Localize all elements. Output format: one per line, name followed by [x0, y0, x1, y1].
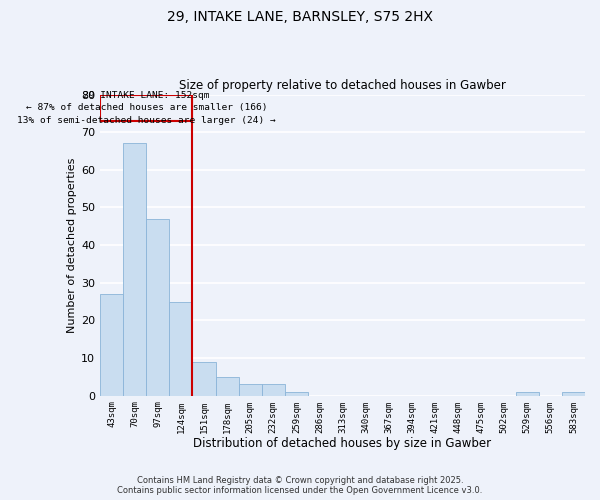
Text: 29 INTAKE LANE: 152sqm
← 87% of detached houses are smaller (166)
13% of semi-de: 29 INTAKE LANE: 152sqm ← 87% of detached… — [17, 90, 275, 124]
Bar — [239, 384, 262, 396]
Title: Size of property relative to detached houses in Gawber: Size of property relative to detached ho… — [179, 79, 506, 92]
Bar — [169, 302, 193, 396]
Bar — [215, 377, 239, 396]
Y-axis label: Number of detached properties: Number of detached properties — [67, 158, 77, 333]
Bar — [516, 392, 539, 396]
Text: 29, INTAKE LANE, BARNSLEY, S75 2HX: 29, INTAKE LANE, BARNSLEY, S75 2HX — [167, 10, 433, 24]
X-axis label: Distribution of detached houses by size in Gawber: Distribution of detached houses by size … — [193, 437, 491, 450]
Bar — [285, 392, 308, 396]
Bar — [193, 362, 215, 396]
Bar — [123, 144, 146, 396]
Bar — [562, 392, 585, 396]
Bar — [146, 219, 169, 396]
Text: Contains HM Land Registry data © Crown copyright and database right 2025.
Contai: Contains HM Land Registry data © Crown c… — [118, 476, 482, 495]
Bar — [262, 384, 285, 396]
Bar — [100, 294, 123, 396]
Bar — [100, 94, 193, 121]
